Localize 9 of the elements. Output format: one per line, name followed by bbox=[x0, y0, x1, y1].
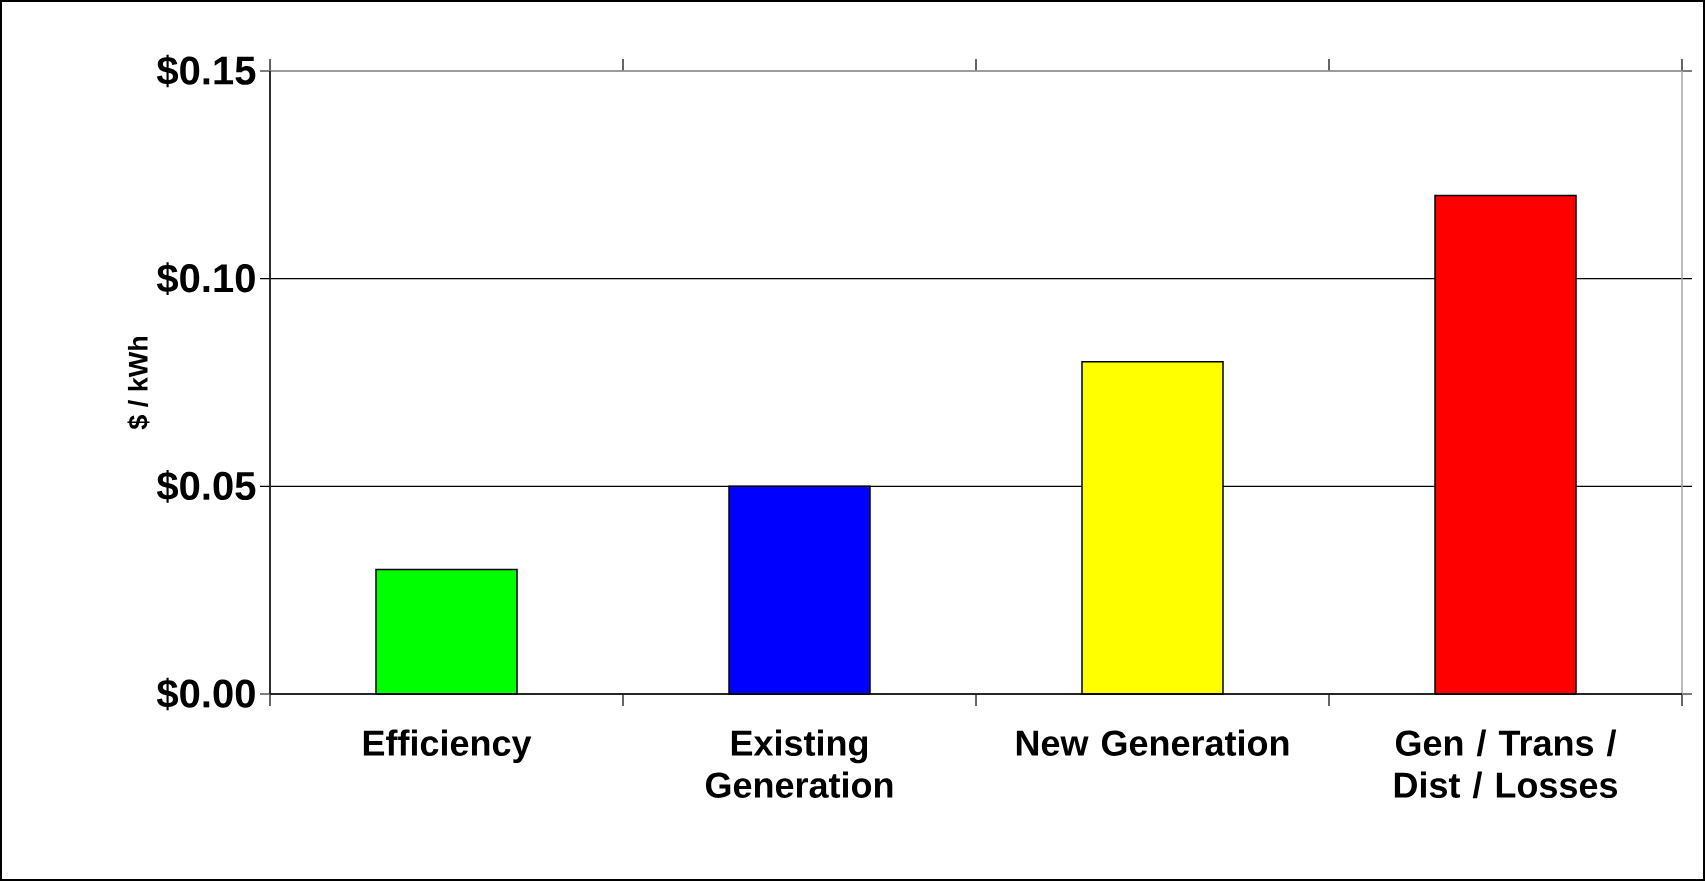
y-tick-label: $0.05 bbox=[156, 470, 256, 503]
x-tick-label: Existing Generation bbox=[705, 729, 893, 798]
x-tick-label: New Generation bbox=[1016, 729, 1289, 756]
x-tick-label: Efficiency bbox=[363, 729, 532, 764]
y-tick-label: $0.10 bbox=[156, 262, 255, 295]
y-tick-label: $0.15 bbox=[156, 54, 256, 88]
y-axis-title: $ / kWh bbox=[127, 336, 150, 430]
y-tick-label: $0.00 bbox=[156, 677, 255, 711]
x-tick-label: Gen / Trans / Dist / Losses bbox=[1394, 729, 1618, 799]
